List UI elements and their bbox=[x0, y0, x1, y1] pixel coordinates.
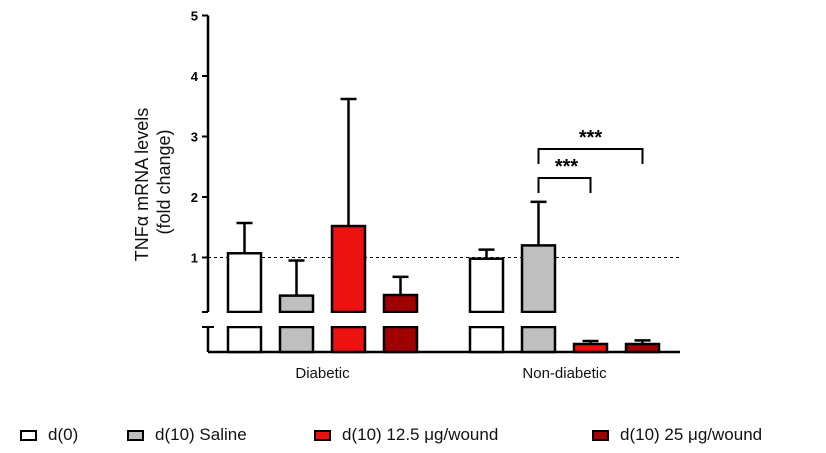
y-axis-label-line-1: TNFα mRNA levels bbox=[132, 108, 152, 261]
bar-lower-0-2 bbox=[330, 325, 367, 354]
bar-upper-0-3 bbox=[382, 293, 419, 314]
bar-upper-0-1 bbox=[278, 294, 315, 314]
bar-lower-0-0 bbox=[226, 325, 263, 354]
bar-upper-1-1 bbox=[520, 244, 557, 314]
bar-break-gap bbox=[468, 313, 505, 326]
x-category-label: Diabetic bbox=[295, 365, 350, 382]
bar-break-gap bbox=[330, 313, 367, 326]
bar-lower-1-3 bbox=[624, 342, 661, 354]
bar-lower-0-3 bbox=[382, 325, 419, 354]
bar-upper-0-2 bbox=[330, 224, 367, 314]
legend-item-d0: d(0) bbox=[20, 420, 78, 450]
y-tick-label: 2 bbox=[191, 190, 198, 205]
y-tick-label: 1 bbox=[191, 251, 198, 266]
bar-upper-0-0 bbox=[226, 252, 263, 314]
y-axis-label: TNFα mRNA levels (fold change) bbox=[132, 103, 174, 261]
legend-swatch-25 bbox=[592, 429, 609, 441]
tnf-bar-chart: TNFα mRNA levels (fold change) 1 2 3 4 5 Diab… bbox=[132, 9, 680, 382]
legend-label-12-5: d(10) 12.5 μg/wound bbox=[342, 425, 499, 444]
legend-label-d0: d(0) bbox=[48, 425, 79, 444]
bar-break-gap bbox=[226, 313, 263, 326]
significance-bracket bbox=[537, 177, 592, 193]
legend-label-25: d(10) 25 μg/wound bbox=[620, 425, 763, 444]
legend-swatch-d0 bbox=[20, 429, 37, 441]
y-tick-label: 5 bbox=[191, 9, 198, 24]
legend-label-saline: d(10) Saline bbox=[155, 425, 247, 444]
bar-upper-1-0 bbox=[468, 257, 505, 314]
legend-swatch-saline bbox=[127, 429, 144, 441]
legend-swatch-12-5 bbox=[314, 429, 331, 441]
x-category-label: Non-diabetic bbox=[522, 365, 607, 382]
legend-item-12-5: d(10) 12.5 μg/wound bbox=[314, 420, 498, 450]
legend: d(0) d(10) Saline d(10) 12.5 μg/wound d(… bbox=[0, 420, 826, 450]
bar-lower-0-1 bbox=[278, 325, 315, 354]
legend-item-25: d(10) 25 μg/wound bbox=[592, 420, 762, 450]
y-tick-label: 3 bbox=[191, 130, 198, 145]
significance-bracket bbox=[537, 148, 644, 164]
y-tick-label: 4 bbox=[191, 69, 199, 84]
significance-label: *** bbox=[555, 156, 579, 178]
bar-lower-1-1 bbox=[520, 325, 557, 354]
legend-item-saline: d(10) Saline bbox=[127, 420, 247, 450]
bar-lower-1-2 bbox=[572, 342, 609, 354]
bar-break-gap bbox=[382, 313, 419, 326]
bar-break-gap bbox=[520, 313, 557, 326]
y-axis-label-line-2: (fold change) bbox=[154, 129, 174, 234]
significance-label: *** bbox=[579, 127, 603, 149]
bar-break-gap bbox=[278, 313, 315, 326]
bar-lower-1-0 bbox=[468, 325, 505, 354]
